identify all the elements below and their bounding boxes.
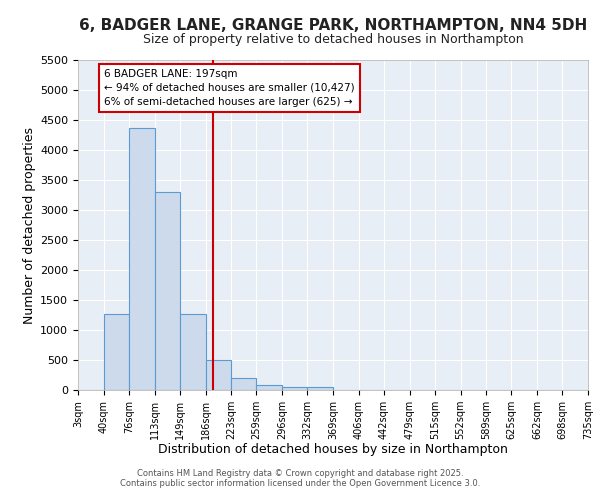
Bar (307, 386, 333, 390)
Text: 6, BADGER LANE, GRANGE PARK, NORTHAMPTON, NN4 5DH: 6, BADGER LANE, GRANGE PARK, NORTHAMPTON… (79, 18, 587, 32)
Text: Size of property relative to detached houses in Northampton: Size of property relative to detached ho… (143, 32, 523, 46)
Bar (155, 192, 180, 390)
Bar (129, 128, 155, 390)
Bar (180, 314, 205, 390)
Text: 6 BADGER LANE: 197sqm
← 94% of detached houses are smaller (10,427)
6% of semi-d: 6 BADGER LANE: 197sqm ← 94% of detached … (104, 69, 355, 107)
Bar (282, 386, 307, 390)
Bar (205, 360, 231, 390)
Bar (256, 384, 282, 390)
X-axis label: Distribution of detached houses by size in Northampton: Distribution of detached houses by size … (158, 444, 508, 456)
Text: Contains public sector information licensed under the Open Government Licence 3.: Contains public sector information licen… (120, 478, 480, 488)
Bar (231, 378, 256, 390)
Text: Contains HM Land Registry data © Crown copyright and database right 2025.: Contains HM Land Registry data © Crown c… (137, 468, 463, 477)
Bar (104, 314, 129, 390)
Y-axis label: Number of detached properties: Number of detached properties (23, 126, 36, 324)
